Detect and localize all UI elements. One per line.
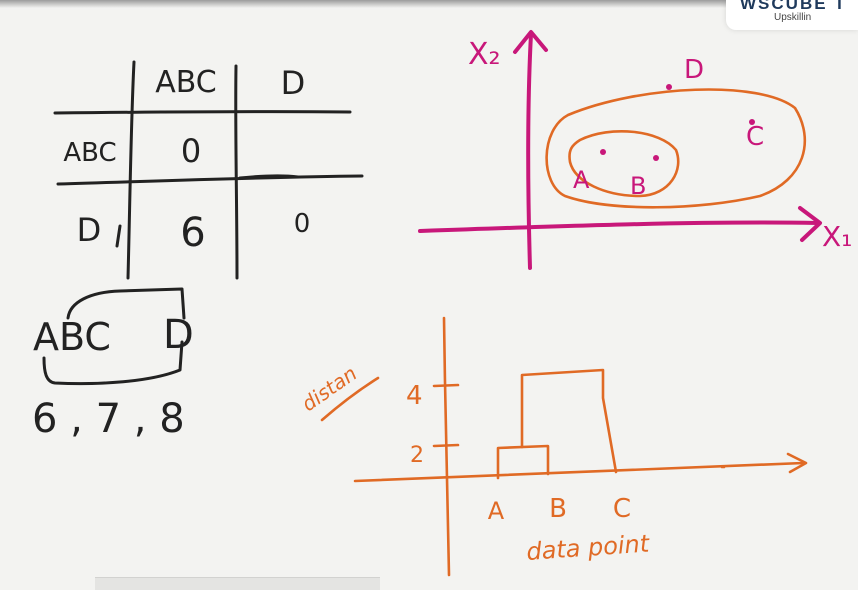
point-d-label: D — [684, 55, 704, 85]
point-b-dot — [653, 155, 659, 161]
point-a-dot — [600, 149, 606, 155]
dendro-tick-2 — [432, 443, 460, 448]
scatter-x-axis-label: X₁ — [822, 220, 852, 253]
point-b-label: B — [630, 172, 646, 200]
matrix-vline-1 — [126, 60, 136, 280]
dendro-y-axis — [442, 316, 451, 577]
merge-top-bracket — [66, 287, 186, 320]
distance-matrix: ABC D ABC D 0 6 0 — [53, 60, 364, 280]
scatter-y-axis-label: X₂ — [468, 37, 501, 72]
dendrogram: 4 2 A B C distan data point — [297, 316, 808, 577]
cluster-outer-boundary — [545, 88, 807, 209]
row-header-d: D — [77, 211, 102, 249]
scatter-y-axis — [526, 32, 533, 270]
dendro-link-abc — [520, 368, 618, 474]
point-c-label: C — [746, 122, 764, 152]
matrix-vline-2 — [234, 64, 239, 280]
scatter-x-arrow — [798, 206, 822, 242]
merge-group-left: ABC — [33, 315, 111, 359]
matrix-hline-1 — [53, 110, 352, 115]
dendro-x-tick-a: A — [488, 497, 505, 525]
matrix-hline-2 — [56, 174, 364, 186]
col-header-abc: ABC — [155, 65, 217, 100]
dendro-y-tick-2: 2 — [410, 443, 424, 468]
dendro-x-label: data point — [525, 529, 651, 566]
scatter-x-axis — [418, 220, 820, 233]
scatter-y-arrow — [513, 30, 548, 54]
dendro-y-label-underline — [320, 376, 380, 422]
merge-distances: 6 , 7 , 8 — [32, 396, 185, 442]
point-a-label: A — [573, 166, 590, 194]
merge-group-right: D — [163, 312, 194, 358]
dendro-y-label: distan — [297, 361, 361, 416]
channel-logo: WSCUBE T Upskillin — [726, 0, 858, 30]
cell-d-d: 0 — [294, 209, 311, 239]
col-header-d: D — [281, 64, 306, 102]
merge-note: ABC D 6 , 7 , 8 — [32, 287, 194, 442]
point-c-dot — [749, 119, 755, 125]
logo-tagline: Upskillin — [774, 12, 812, 23]
merge-bottom-bracket — [42, 340, 184, 386]
logo-wordmark: WSCUBE T — [740, 0, 847, 13]
top-shadow — [0, 0, 858, 8]
row-header-d-tick — [115, 224, 122, 248]
point-d-dot — [666, 84, 672, 90]
dendro-y-tick-4: 4 — [406, 381, 423, 411]
bottom-toolbar-edge — [95, 577, 380, 590]
cell-d-abc: 6 — [180, 210, 205, 256]
dendro-tick-4 — [432, 383, 460, 388]
cluster-inner-boundary — [568, 130, 680, 198]
dendro-x-axis — [353, 461, 805, 483]
row-header-abc: ABC — [63, 138, 116, 168]
cell-abc-abc: 0 — [181, 132, 201, 170]
dendro-x-arrow — [786, 452, 808, 474]
dendro-x-tick-b: B — [549, 494, 567, 524]
dendro-x-tick-c: C — [613, 494, 631, 524]
matrix-hline-2-mark — [238, 174, 300, 180]
scatter-plot: X₂ X₁ A B C D — [418, 30, 852, 270]
